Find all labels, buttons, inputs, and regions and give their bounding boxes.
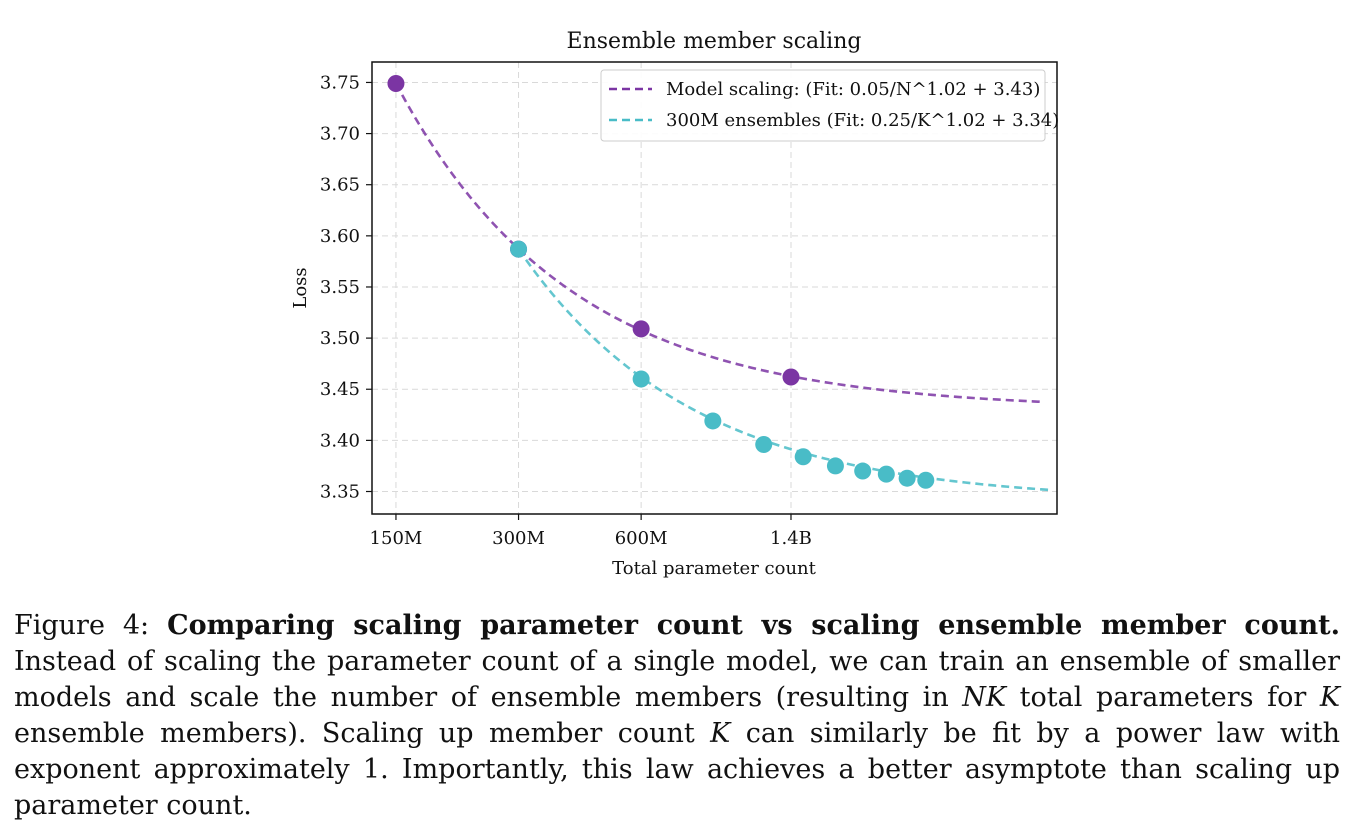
- legend-box: [600, 69, 1046, 142]
- x-tick-label: 150M: [370, 528, 423, 549]
- data-point-model: [632, 320, 650, 338]
- data-points: [387, 74, 935, 489]
- plot-frame: [371, 61, 1058, 515]
- x-tick-label: 1.4B: [770, 528, 812, 549]
- data-point-ensemble: [510, 240, 528, 258]
- caption-math-k-2: K: [710, 718, 731, 749]
- caption-label: Figure 4:: [14, 610, 150, 641]
- caption-text-1: Instead of scaling the parameter count o…: [14, 646, 1340, 713]
- y-tick-label: 3.35: [320, 482, 360, 503]
- data-point-ensemble: [898, 469, 916, 487]
- data-point-ensemble: [917, 471, 935, 489]
- data-point-model: [782, 368, 800, 386]
- y-tick-label: 3.75: [320, 72, 360, 93]
- data-point-ensemble: [755, 435, 773, 453]
- figure-caption: Figure 4: Comparing scaling parameter co…: [14, 608, 1340, 824]
- fit-line-ensemble: [517, 248, 1049, 492]
- caption-text-2: total parameters for: [1006, 682, 1320, 713]
- data-point-model: [387, 74, 405, 92]
- y-axis-ticks: 3.35 3.40 3.45 3.50 3.55 3.60 3.65 3.70 3.75: [320, 72, 372, 503]
- x-tick-label: 300M: [492, 528, 545, 549]
- fit-lines: [394, 82, 1049, 492]
- y-tick-label: 3.60: [320, 226, 360, 247]
- y-tick-label: 3.55: [320, 277, 360, 298]
- y-tick-label: 3.40: [320, 430, 360, 451]
- data-point-ensemble: [794, 448, 812, 466]
- data-point-ensemble: [854, 462, 872, 480]
- y-tick-label: 3.65: [320, 175, 360, 196]
- y-tick-label: 3.45: [320, 379, 360, 400]
- data-point-ensemble: [632, 370, 650, 388]
- data-point-ensemble: [704, 412, 722, 430]
- y-tick-label: 3.50: [320, 328, 360, 349]
- caption-math-k: K: [1319, 682, 1340, 713]
- data-point-ensemble: [877, 465, 895, 483]
- y-axis-label: Loss: [290, 267, 311, 308]
- caption-text-4: can similarly be fit by a power law with…: [14, 718, 1340, 821]
- data-point-ensemble: [826, 457, 844, 475]
- y-tick-label: 3.70: [320, 124, 360, 145]
- chart-figure: Ensemble member scaling 150M 300M 600M 1.4B…: [290, 29, 1059, 579]
- fit-line-model: [394, 82, 1043, 404]
- x-tick-label: 600M: [615, 528, 668, 549]
- legend-label-model-scaling: Model scaling: (Fit: 0.05/N^1.02 + 3.43): [666, 79, 1040, 100]
- caption-title: Comparing scaling parameter count vs sca…: [167, 610, 1340, 641]
- legend-label-ensembles: 300M ensembles (Fit: 0.25/K^1.02 + 3.34): [666, 110, 1059, 131]
- legend: Model scaling: (Fit: 0.05/N^1.02 + 3.43)…: [600, 69, 1059, 142]
- x-axis-label: Total parameter count: [612, 558, 817, 579]
- x-axis-ticks: 150M 300M 600M 1.4B: [370, 514, 812, 549]
- caption-math-nk: NK: [962, 682, 1007, 713]
- chart-title: Ensemble member scaling: [567, 29, 862, 54]
- caption-text-3: ensemble members). Scaling up member cou…: [14, 718, 711, 749]
